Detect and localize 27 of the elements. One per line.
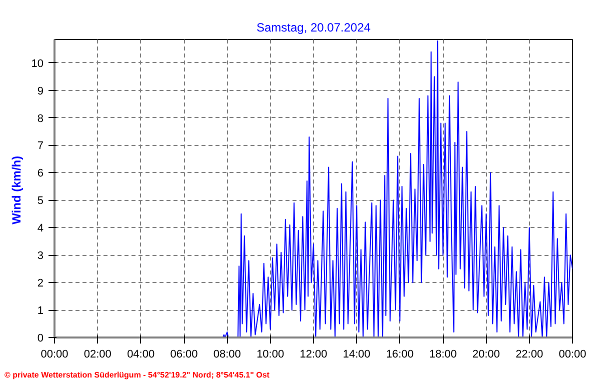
y-tick-label: 3	[37, 250, 44, 262]
text: © private Wetterstation Süderlügum - 54°52'19.2" Nord; 8°54'45.1" Ost	[4, 370, 270, 380]
y-tick-label: 5	[37, 195, 44, 208]
x-tick-label: 16:00	[386, 348, 414, 360]
x-tick-label: 06:00	[170, 348, 198, 360]
y-tick-label: 1	[37, 305, 44, 318]
x-tick-label: 04:00	[127, 348, 155, 360]
x-tick-label: 14:00	[342, 348, 370, 360]
y-tick-label: 10	[31, 58, 44, 70]
x-tick-label: 08:00	[213, 348, 241, 360]
x-tick-label: 10:00	[256, 348, 284, 360]
chart-title: Samstag, 20.07.2024	[256, 20, 371, 34]
x-tick-label: 02:00	[84, 348, 112, 360]
y-tick-label: 0	[37, 332, 44, 344]
x-tick-label: 20:00	[472, 348, 500, 360]
x-tick-label: 18:00	[429, 348, 457, 360]
y-tick-label: 8	[37, 112, 44, 125]
y-tick-label: 7	[37, 140, 44, 152]
y-tick-label: 4	[37, 222, 44, 235]
y-tick-label: 2	[37, 278, 44, 290]
x-tick-label: 00:00	[40, 348, 68, 360]
x-tick-label: 22:00	[516, 348, 544, 360]
y-axis-title: Wind (km/h)	[9, 156, 24, 224]
x-tick-label: 12:00	[300, 348, 328, 360]
y-tick-label: 6	[37, 168, 44, 180]
x-tick-label: 00:00	[558, 348, 586, 360]
y-tick-label: 9	[37, 85, 44, 98]
